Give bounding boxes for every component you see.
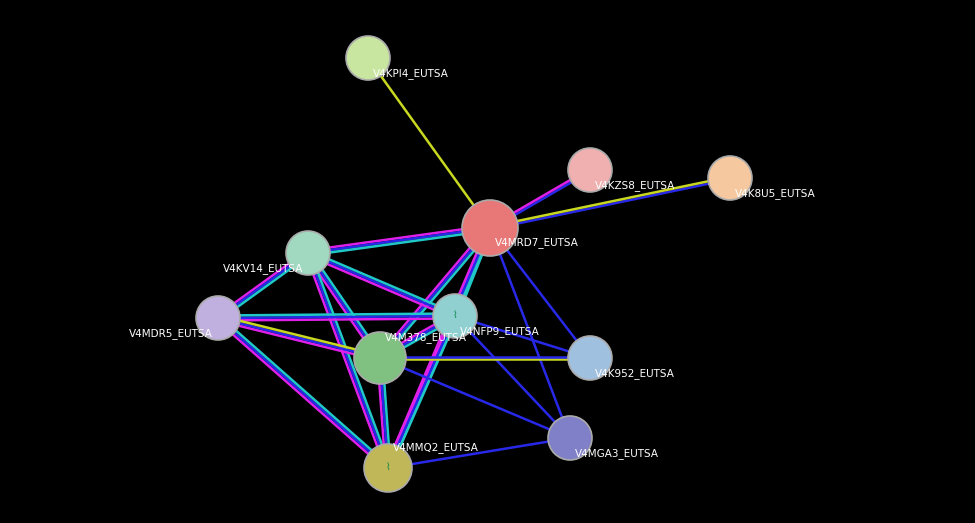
Text: V4K952_EUTSA: V4K952_EUTSA xyxy=(595,369,675,380)
Text: V4MDR5_EUTSA: V4MDR5_EUTSA xyxy=(129,328,213,339)
Text: V4KV14_EUTSA: V4KV14_EUTSA xyxy=(222,264,303,275)
Text: V4MGA3_EUTSA: V4MGA3_EUTSA xyxy=(575,449,659,459)
Text: V4KPI4_EUTSA: V4KPI4_EUTSA xyxy=(373,69,448,79)
Text: V4K8U5_EUTSA: V4K8U5_EUTSA xyxy=(735,189,816,199)
Circle shape xyxy=(548,416,592,460)
Circle shape xyxy=(568,148,612,192)
Text: V4MRD7_EUTSA: V4MRD7_EUTSA xyxy=(495,237,579,248)
Text: ⌇: ⌇ xyxy=(452,311,457,321)
Text: V4KZS8_EUTSA: V4KZS8_EUTSA xyxy=(595,180,676,191)
Text: ⌇: ⌇ xyxy=(386,463,390,473)
Circle shape xyxy=(433,294,477,338)
Circle shape xyxy=(354,332,406,384)
Circle shape xyxy=(568,336,612,380)
Circle shape xyxy=(346,36,390,80)
Text: V4NFP9_EUTSA: V4NFP9_EUTSA xyxy=(460,326,540,337)
Circle shape xyxy=(462,200,518,256)
Text: V4M378_EUTSA: V4M378_EUTSA xyxy=(385,333,467,344)
Text: V4MMQ2_EUTSA: V4MMQ2_EUTSA xyxy=(393,442,479,453)
Circle shape xyxy=(708,156,752,200)
Circle shape xyxy=(196,296,240,340)
Circle shape xyxy=(286,231,330,275)
Circle shape xyxy=(364,444,412,492)
